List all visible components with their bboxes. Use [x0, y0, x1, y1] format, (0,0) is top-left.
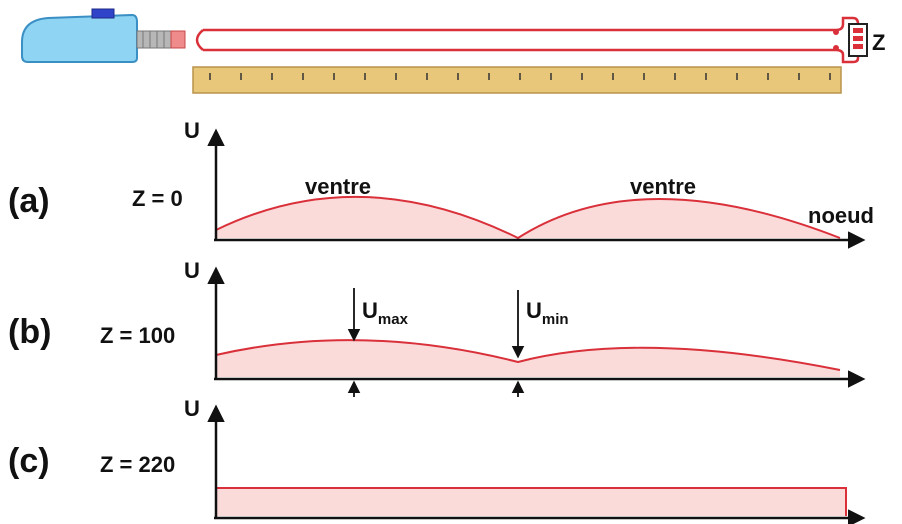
panel-c-axis-label: U — [184, 396, 200, 421]
connector — [136, 30, 186, 49]
panel-a-fill — [216, 196, 840, 238]
load-resistor — [848, 23, 868, 57]
panel-b: (b) Z = 100 U Umax Umin — [8, 258, 866, 397]
umax-label: Umax — [362, 298, 409, 328]
generator — [21, 8, 138, 63]
panel-c: (c) Z = 220 U — [8, 396, 866, 524]
panel-b-axis-label: U — [184, 258, 200, 283]
ruler-ticks — [209, 73, 831, 80]
panel-a-ventre-right: ventre — [630, 174, 696, 199]
panel-b-letter: (b) — [8, 313, 51, 351]
panel-a-z-label: Z = 0 — [132, 186, 183, 211]
panel-a-axis-label: U — [184, 118, 200, 143]
panel-b-z-label: Z = 100 — [100, 323, 175, 348]
transmission-line — [195, 16, 860, 64]
umin-label: Umin — [526, 298, 569, 328]
panel-a-noeud: noeud — [808, 203, 874, 228]
panel-c-curve — [216, 487, 847, 516]
panel-c-letter: (c) — [8, 442, 50, 480]
panel-b-curve — [215, 339, 841, 371]
panel-a-letter: (a) — [8, 182, 50, 220]
generator-knob — [91, 8, 115, 19]
panel-a: (a) Z = 0 U ventre ventre noeud — [8, 118, 874, 249]
ruler — [192, 66, 842, 94]
panel-a-ventre-left: ventre — [305, 174, 371, 199]
panel-a-curve — [215, 195, 841, 240]
panel-c-fill — [216, 488, 846, 516]
panel-c-z-label: Z = 220 — [100, 452, 175, 477]
load-label: Z — [872, 30, 885, 55]
